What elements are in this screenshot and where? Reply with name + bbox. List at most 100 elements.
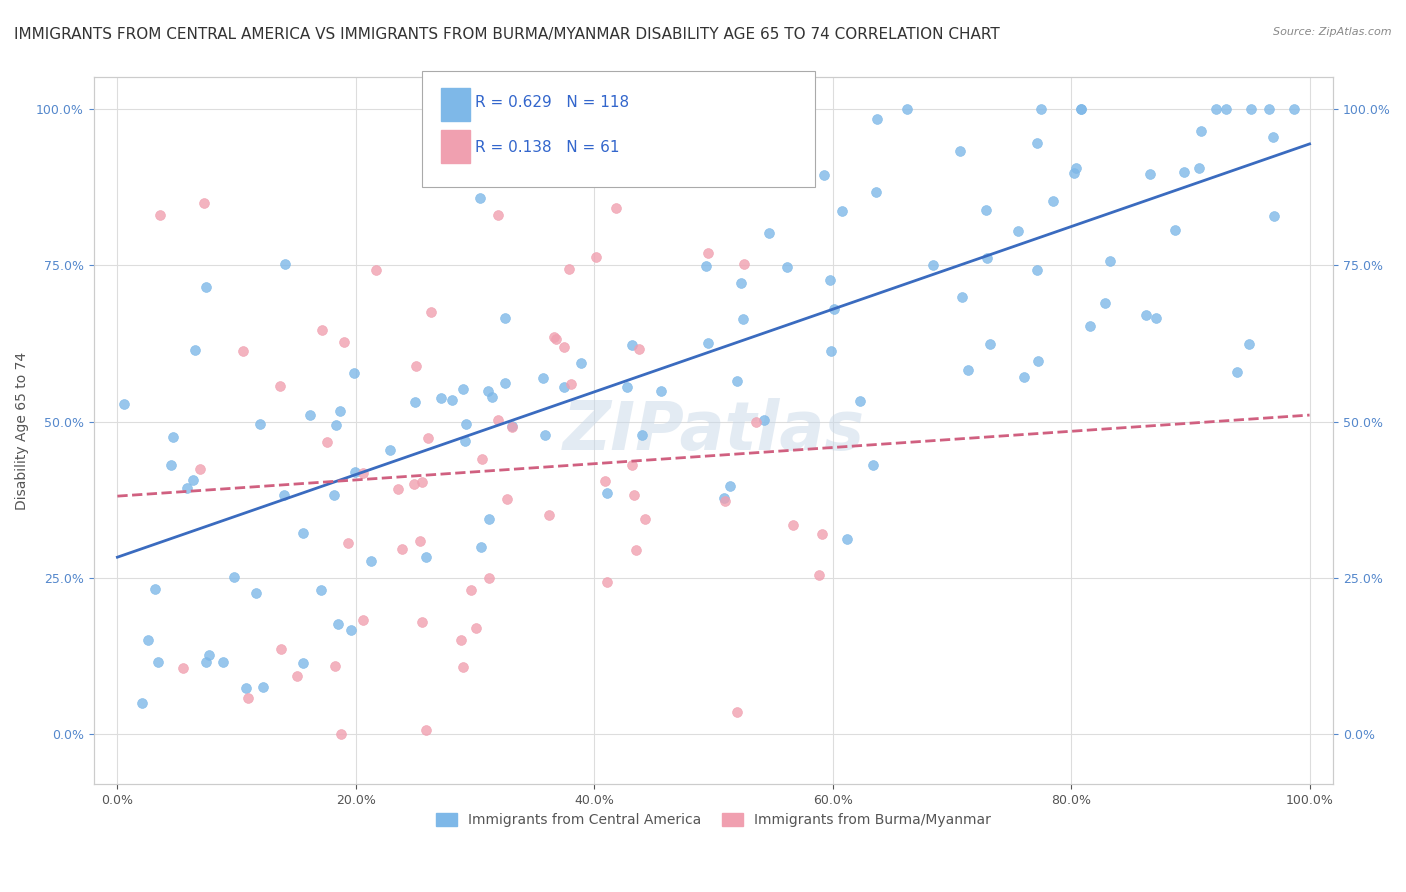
Point xyxy=(404,477,426,491)
Point xyxy=(333,335,356,350)
Point xyxy=(553,340,575,354)
Point xyxy=(782,518,804,533)
Point xyxy=(478,512,501,526)
Point xyxy=(465,621,488,635)
Point xyxy=(148,655,170,669)
Point xyxy=(1063,166,1085,180)
Point xyxy=(329,727,352,741)
Point xyxy=(669,102,692,116)
Point xyxy=(725,705,748,719)
Point xyxy=(136,632,159,647)
Point xyxy=(1263,130,1285,145)
Point xyxy=(745,415,768,429)
Point xyxy=(1026,354,1049,368)
Point xyxy=(820,343,842,358)
Point xyxy=(650,384,672,398)
Point xyxy=(409,533,432,548)
Point xyxy=(1226,365,1249,379)
Point xyxy=(184,343,207,358)
Point xyxy=(1014,370,1036,384)
Point xyxy=(360,554,382,568)
Point xyxy=(1070,102,1092,116)
Point xyxy=(298,408,321,422)
Point xyxy=(430,391,453,405)
Point xyxy=(176,481,198,495)
Point xyxy=(415,549,437,564)
Point xyxy=(979,337,1001,351)
Point xyxy=(326,616,349,631)
Point xyxy=(162,430,184,444)
Point xyxy=(143,582,166,596)
Point xyxy=(352,466,374,480)
Legend: Immigrants from Central America, Immigrants from Burma/Myanmar: Immigrants from Central America, Immigra… xyxy=(429,806,998,834)
Point xyxy=(531,371,554,385)
Point xyxy=(481,390,503,404)
Text: ZIPatlas: ZIPatlas xyxy=(562,398,865,464)
Point xyxy=(896,102,918,116)
Point xyxy=(1025,263,1047,277)
Point xyxy=(235,681,257,696)
Point xyxy=(862,458,884,472)
Point xyxy=(950,289,973,303)
Point xyxy=(198,648,221,663)
Point xyxy=(478,571,501,585)
Point xyxy=(1191,124,1213,138)
Point xyxy=(416,431,439,445)
Point xyxy=(623,488,645,502)
Point xyxy=(1164,223,1187,237)
Point xyxy=(713,491,735,505)
Point xyxy=(340,623,363,637)
Point xyxy=(560,377,582,392)
Point xyxy=(343,366,366,380)
Point xyxy=(695,259,717,273)
Point xyxy=(730,277,752,291)
Point xyxy=(1263,209,1285,223)
Point xyxy=(1064,161,1087,175)
Point xyxy=(533,428,555,442)
Point xyxy=(496,491,519,506)
Y-axis label: Disability Age 65 to 74: Disability Age 65 to 74 xyxy=(15,351,30,510)
Point xyxy=(193,196,215,211)
Point xyxy=(949,145,972,159)
Point xyxy=(976,251,998,265)
Point xyxy=(501,418,523,433)
Point xyxy=(1144,310,1167,325)
Point xyxy=(956,363,979,377)
Point xyxy=(420,305,443,319)
Point xyxy=(1215,102,1237,116)
Point xyxy=(311,323,333,337)
Point xyxy=(494,311,516,326)
Point xyxy=(195,655,218,669)
Point xyxy=(807,567,830,582)
Point xyxy=(451,660,474,674)
Point xyxy=(754,413,776,427)
Point xyxy=(352,614,374,628)
Point xyxy=(616,380,638,394)
Text: Source: ZipAtlas.com: Source: ZipAtlas.com xyxy=(1274,27,1392,37)
Point xyxy=(451,382,474,396)
Point xyxy=(543,330,565,344)
Point xyxy=(131,696,153,710)
Point xyxy=(411,475,433,489)
Point xyxy=(866,112,889,126)
Point xyxy=(285,669,308,683)
Point xyxy=(323,488,346,502)
Point xyxy=(236,690,259,705)
Point xyxy=(634,512,657,526)
Point xyxy=(494,376,516,390)
Point xyxy=(274,257,297,271)
Point xyxy=(1188,161,1211,176)
Point xyxy=(1173,165,1195,179)
Point xyxy=(181,473,204,487)
Point xyxy=(405,359,427,374)
Point xyxy=(112,396,135,410)
Text: R = 0.138   N = 61: R = 0.138 N = 61 xyxy=(475,140,620,154)
Point xyxy=(1135,308,1157,322)
Point xyxy=(596,575,619,590)
Point xyxy=(557,261,579,276)
Point xyxy=(543,102,565,116)
Point xyxy=(415,723,437,738)
Point xyxy=(366,263,388,277)
Point xyxy=(595,485,617,500)
Point xyxy=(1237,336,1260,351)
